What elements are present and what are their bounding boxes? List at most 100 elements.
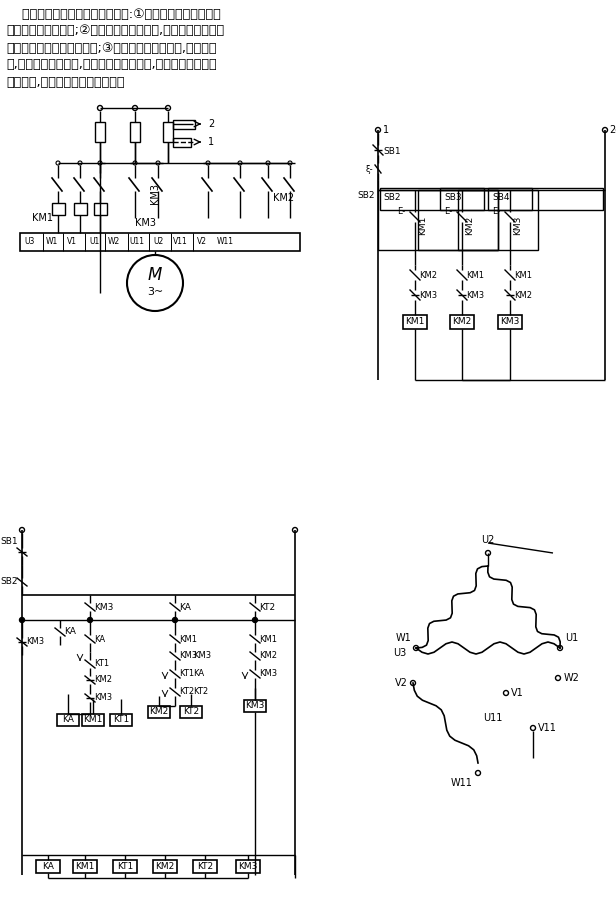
Text: U3: U3 (25, 237, 35, 246)
Bar (244, 700, 266, 712)
Text: V1: V1 (67, 237, 77, 246)
Bar (52, 203, 65, 215)
Text: U2: U2 (481, 535, 495, 545)
Text: KM3: KM3 (259, 669, 277, 678)
Text: KM2: KM2 (514, 291, 532, 299)
Text: SB4: SB4 (492, 194, 509, 202)
Text: KM1: KM1 (418, 215, 427, 234)
Text: KT2: KT2 (179, 688, 194, 697)
Text: 个极对数,则电动机就有四种速度。: 个极对数,则电动机就有四种速度。 (6, 76, 124, 89)
Bar (148, 706, 170, 718)
Text: KM1: KM1 (259, 634, 277, 643)
Text: KM1: KM1 (405, 318, 424, 327)
Text: KM3: KM3 (419, 291, 437, 299)
Bar (236, 860, 260, 873)
Text: W2: W2 (564, 673, 580, 683)
Text: SB2: SB2 (357, 190, 375, 199)
Text: U1: U1 (565, 633, 578, 643)
Bar (74, 203, 87, 215)
Text: KM2: KM2 (273, 193, 294, 203)
Text: 同极对数的独立绕组;②定子上只有一套绕组,通过改接绕组的接: 同极对数的独立绕组;②定子上只有一套绕组,通过改接绕组的接 (6, 25, 224, 38)
Text: KM2: KM2 (94, 676, 112, 685)
Bar (403, 315, 427, 329)
Text: ξ-: ξ- (365, 164, 373, 174)
Text: KM3: KM3 (26, 638, 44, 646)
Text: 1: 1 (383, 125, 389, 135)
Text: KM3: KM3 (500, 318, 520, 327)
Text: V11: V11 (538, 723, 557, 733)
Text: 1: 1 (208, 137, 214, 147)
Text: E-: E- (492, 208, 500, 217)
Circle shape (172, 617, 177, 622)
Bar (110, 714, 132, 726)
Text: V1: V1 (511, 688, 524, 698)
Bar (94, 203, 107, 215)
Text: KM3: KM3 (179, 652, 197, 661)
Text: KT2: KT2 (197, 862, 213, 871)
Text: KM3: KM3 (134, 218, 155, 228)
Circle shape (87, 617, 92, 622)
Text: KA: KA (179, 603, 191, 612)
Bar (73, 860, 97, 873)
Text: U11: U11 (129, 237, 145, 246)
Text: KM3: KM3 (513, 215, 522, 234)
Text: KM2: KM2 (259, 652, 277, 661)
Bar (173, 120, 195, 129)
Text: 组,一套有两个极对数,则电动机有三种速度,若两套绕组都有两: 组,一套有两个极对数,则电动机有三种速度,若两套绕组都有两 (6, 58, 217, 71)
Bar (450, 315, 474, 329)
Text: KA: KA (64, 628, 76, 637)
Text: KM2: KM2 (452, 318, 472, 327)
Circle shape (253, 617, 257, 622)
Text: W1: W1 (395, 633, 411, 643)
Text: KM2: KM2 (149, 708, 169, 716)
Text: KM1: KM1 (466, 270, 484, 280)
Text: KM1: KM1 (83, 715, 103, 725)
Text: KM3: KM3 (245, 701, 265, 711)
Bar (488, 188, 532, 210)
Text: KM3: KM3 (466, 291, 484, 299)
Bar (380, 188, 603, 210)
Circle shape (20, 617, 25, 622)
Text: SB1: SB1 (1, 537, 18, 546)
Text: KM3: KM3 (94, 603, 113, 612)
Text: KM2: KM2 (465, 215, 474, 234)
Text: 3~: 3~ (147, 287, 163, 297)
Text: KM2: KM2 (419, 270, 437, 280)
Text: E-: E- (444, 208, 452, 217)
Text: U1: U1 (89, 237, 99, 246)
Bar (418, 190, 498, 250)
Text: U3: U3 (393, 648, 406, 658)
Text: KM3: KM3 (94, 693, 112, 702)
Text: KT1: KT1 (113, 715, 129, 725)
Text: SB2: SB2 (1, 578, 18, 586)
Text: 2: 2 (208, 119, 214, 129)
Text: SB3: SB3 (444, 194, 461, 202)
Text: KA: KA (62, 715, 74, 725)
Text: KT2: KT2 (193, 688, 208, 697)
Text: KM2: KM2 (155, 862, 174, 871)
Text: KA: KA (94, 634, 105, 643)
Text: W11: W11 (216, 237, 233, 246)
Text: W11: W11 (451, 778, 473, 788)
Text: SB1: SB1 (383, 148, 400, 157)
Text: 2o: 2o (609, 125, 616, 135)
Bar (193, 860, 217, 873)
Text: 法来达到改变极对数的目的;③把以上两种结合起来,若两套绕: 法来达到改变极对数的目的;③把以上两种结合起来,若两套绕 (6, 42, 216, 54)
Bar (57, 714, 79, 726)
Text: KM3: KM3 (193, 652, 211, 661)
Text: KM3: KM3 (238, 862, 257, 871)
Text: KT2: KT2 (183, 708, 199, 716)
Bar (458, 190, 538, 250)
Text: 改变极对数的方法基本上有３种:①定子同时有两个以上不: 改变极对数的方法基本上有３种:①定子同时有两个以上不 (6, 7, 221, 20)
Text: KT2: KT2 (259, 603, 275, 612)
Bar (82, 714, 104, 726)
Text: V2: V2 (395, 678, 408, 688)
Bar (173, 138, 191, 147)
Bar (440, 188, 484, 210)
Text: U11: U11 (484, 713, 503, 723)
Bar (378, 190, 498, 250)
Text: E-: E- (397, 208, 405, 217)
Text: KA: KA (193, 669, 204, 678)
Bar (113, 860, 137, 873)
Bar (180, 706, 202, 718)
